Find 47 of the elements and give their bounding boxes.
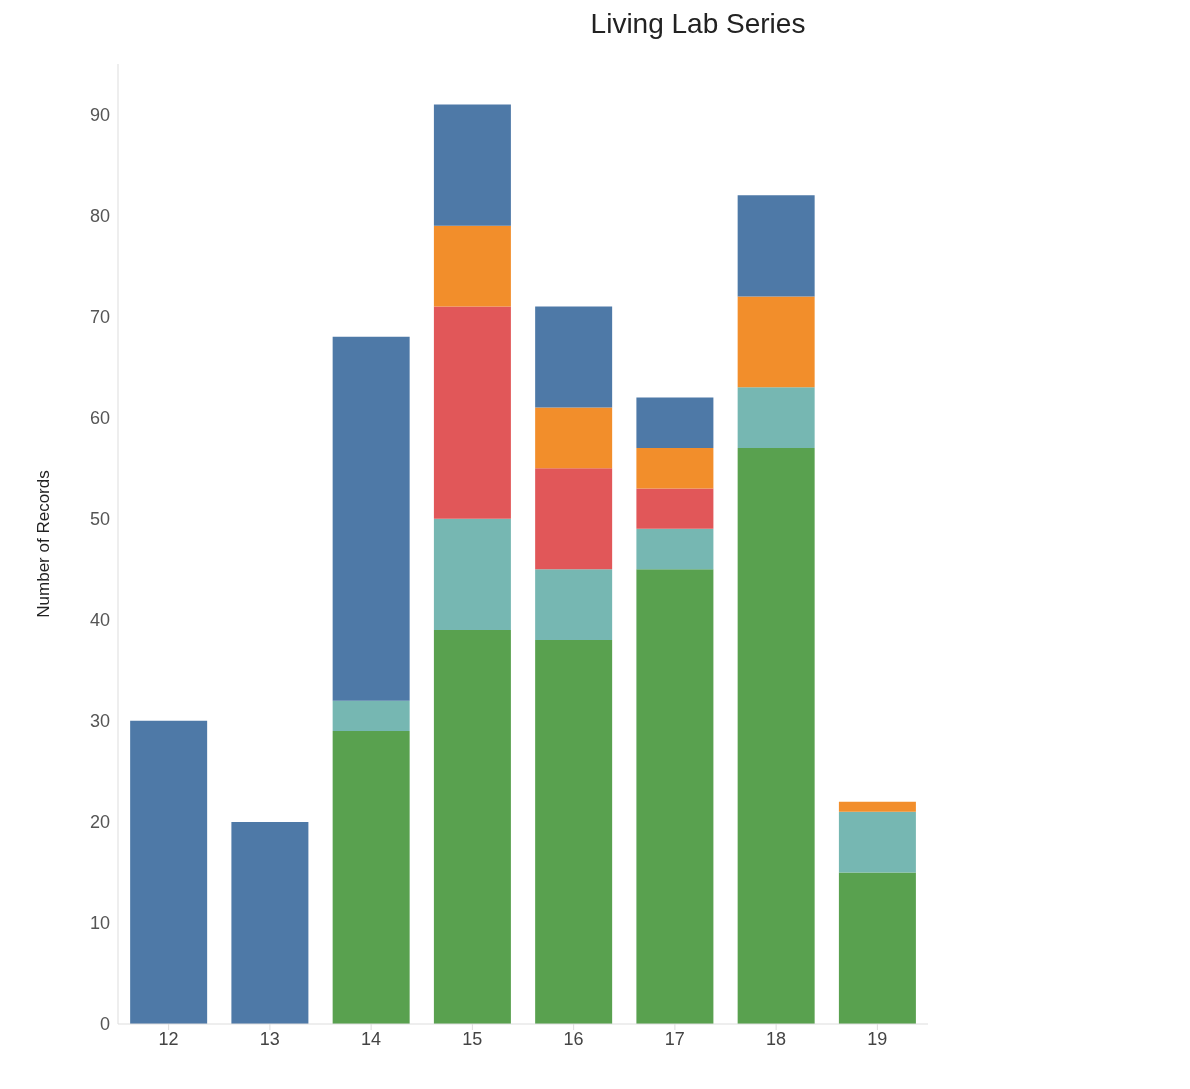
y-tick-label: 40 xyxy=(89,610,110,631)
bar xyxy=(838,811,916,873)
bar xyxy=(332,700,410,731)
bar xyxy=(636,448,714,489)
bar xyxy=(535,569,613,640)
y-tick-label: 60 xyxy=(89,408,110,429)
bar xyxy=(636,397,714,448)
y-axis-title: Number of Records xyxy=(34,470,54,618)
bar xyxy=(737,387,815,448)
bar xyxy=(737,195,815,297)
x-tick-label: 12 xyxy=(158,1028,179,1049)
x-tick-label: 13 xyxy=(259,1028,280,1049)
bar xyxy=(433,225,511,307)
bar xyxy=(737,296,815,388)
bar xyxy=(636,569,714,1024)
bar xyxy=(231,821,309,1024)
bar xyxy=(433,306,511,519)
bar xyxy=(535,468,613,570)
bar xyxy=(433,518,511,630)
y-tick-label: 10 xyxy=(89,913,110,934)
bar xyxy=(636,528,714,570)
bar xyxy=(433,629,511,1024)
y-tick-label: 70 xyxy=(89,307,110,328)
chart-title: Living Lab Series xyxy=(589,8,807,41)
x-tick-label: 14 xyxy=(361,1028,382,1049)
bar xyxy=(535,306,613,408)
y-tick-label: 20 xyxy=(89,812,110,833)
bar xyxy=(332,336,410,701)
x-tick-label: 18 xyxy=(766,1028,787,1049)
x-tick-label: 19 xyxy=(867,1028,888,1049)
bar xyxy=(535,640,613,1024)
bar xyxy=(737,448,815,1024)
bar xyxy=(838,872,916,1024)
y-tick-label: 80 xyxy=(89,205,110,226)
y-tick-label: 50 xyxy=(89,509,110,530)
y-tick-label: 90 xyxy=(89,104,110,125)
bar xyxy=(433,104,511,226)
bar xyxy=(636,488,714,529)
bar xyxy=(535,407,613,469)
bar xyxy=(130,720,208,1024)
y-tick-label: 0 xyxy=(99,1014,110,1035)
bar xyxy=(838,801,916,812)
x-tick-label: 17 xyxy=(664,1028,685,1049)
bar xyxy=(332,730,410,1024)
x-tick-label: 15 xyxy=(462,1028,483,1049)
y-tick-label: 30 xyxy=(89,711,110,732)
x-tick-label: 16 xyxy=(563,1028,584,1049)
